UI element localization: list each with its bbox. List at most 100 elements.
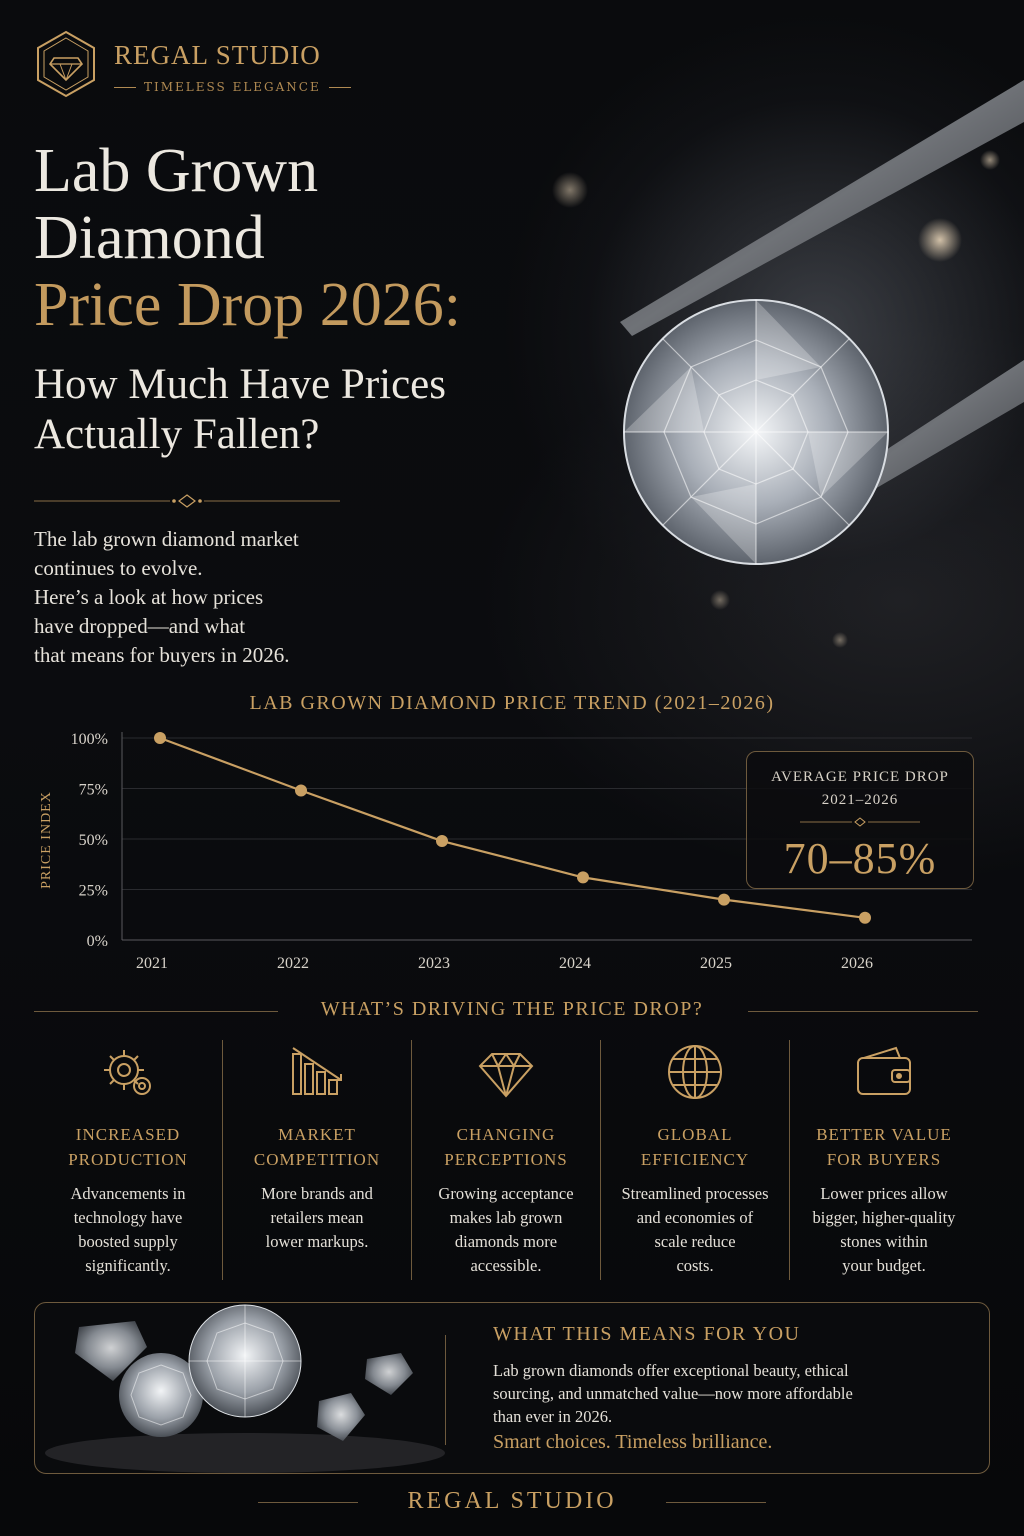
tagline-text: TIMELESS ELEGANCE — [144, 80, 321, 94]
x-tick-label: 2023 — [418, 955, 450, 972]
page-subtitle: How Much Have Prices Actually Fallen? — [34, 360, 446, 460]
driver-title: INCREASED PRODUCTION — [34, 1122, 222, 1172]
driver-description: More brands and retailers mean lower marku… — [223, 1182, 411, 1254]
driver-title-line: BETTER VALUE — [816, 1125, 952, 1144]
desc-line: More brands and — [261, 1184, 373, 1203]
driver-title-line: MARKET — [278, 1125, 356, 1144]
brand-name: REGAL STUDIO — [114, 40, 321, 70]
desc-line: technology have — [73, 1208, 183, 1227]
series-line — [159, 736, 866, 919]
subtitle-line-1: How Much Have Prices — [34, 361, 446, 408]
driver-description: Streamlined processes and economies of sca… — [601, 1182, 789, 1278]
intro-text: The lab grown diamond market continues t… — [34, 525, 364, 670]
data-point — [859, 911, 871, 924]
bar-chart-down-icon — [292, 1047, 342, 1095]
wallet-icon — [857, 1046, 911, 1095]
intro-line: that means for buyers in 2026. — [34, 643, 290, 667]
meaning-title: WHAT THIS MEANS FOR YOU — [493, 1323, 801, 1345]
driver-title-line: INCREASED — [75, 1125, 181, 1144]
driver-title-line: PERCEPTIONS — [444, 1150, 568, 1169]
intro-line: The lab grown diamond market — [34, 527, 299, 551]
footer-brand: REGAL STUDIO — [407, 1488, 617, 1514]
gear-icon — [104, 1050, 151, 1095]
driver-title-line: FOR BUYERS — [826, 1150, 942, 1169]
drivers-heading: WHAT’S DRIVING THE PRICE DROP? — [0, 998, 1024, 1026]
driver-title: BETTER VALUE FOR BUYERS — [790, 1122, 978, 1172]
title-line-1: Lab Grown — [34, 137, 319, 205]
x-tick-label: 2024 — [559, 955, 591, 972]
x-tick-label: 2021 — [136, 955, 168, 972]
driver-title: GLOBAL EFFICIENCY — [601, 1122, 789, 1172]
driver-title-line: GLOBAL — [657, 1125, 733, 1144]
price-trend-chart: 0% 25% 50% 75% 100% PRICE INDEX 2021 2022 2023 20… — [39, 731, 972, 972]
box-divider — [445, 1335, 446, 1445]
driver-title-line: COMPETITION — [253, 1150, 381, 1169]
heading-rule-right — [748, 1011, 978, 1012]
meaning-slogan: Smart choices. Timeless brilliance. — [493, 1431, 773, 1453]
body-line: than ever in 2026. — [493, 1407, 613, 1426]
x-tick-label: 2026 — [841, 955, 873, 972]
meaning-box: WHAT THIS MEANS FOR YOU Lab grown diamon… — [34, 1302, 990, 1474]
body-line: Lab grown diamonds offer exceptional bea… — [493, 1361, 849, 1380]
data-point — [436, 835, 448, 848]
intro-line: continues to evolve. — [34, 556, 203, 580]
logo-diamond-icon — [37, 30, 95, 98]
heading-rule-left — [34, 1011, 278, 1012]
desc-line: retailers mean — [270, 1208, 364, 1227]
desc-line: bigger, higher-quality — [812, 1208, 956, 1227]
desc-line: costs. — [676, 1256, 714, 1275]
drivers-title: WHAT’S DRIVING THE PRICE DROP? — [320, 998, 704, 1020]
desc-line: makes lab grown — [449, 1208, 563, 1227]
tagline-rule-right — [328, 86, 351, 88]
data-point — [577, 871, 589, 884]
brand-tagline: TIMELESS ELEGANCE — [114, 80, 351, 94]
desc-line: accessible. — [470, 1256, 542, 1275]
driver-description: Lower prices allow bigger, higher-quality… — [790, 1182, 978, 1278]
desc-line: diamonds more — [454, 1232, 558, 1251]
callout-title: AVERAGE PRICE DROP 2021–2026 — [747, 766, 973, 812]
desc-line: Streamlined processes — [621, 1184, 769, 1203]
x-tick-label: 2022 — [277, 955, 309, 972]
desc-line: Lower prices allow — [820, 1184, 948, 1203]
driver-value: BETTER VALUE FOR BUYERS Lower prices allo… — [789, 1040, 978, 1280]
y-tick-label: 75% — [79, 782, 108, 799]
title-line-3: Price Drop 2026: — [34, 271, 462, 339]
ornament-divider — [34, 494, 340, 508]
driver-efficiency: GLOBAL EFFICIENCY Streamlined processes an… — [600, 1040, 789, 1280]
loose-diamonds-image — [45, 1304, 445, 1473]
callout-title-line-1: AVERAGE PRICE DROP — [771, 769, 949, 785]
desc-line: your budget. — [842, 1256, 926, 1275]
title-line-2: Diamond — [34, 204, 265, 272]
driver-production: INCREASED PRODUCTION Advancements in techn… — [34, 1040, 222, 1280]
callout-title-line-2: 2021–2026 — [821, 792, 899, 808]
footer-rule-left — [258, 1502, 358, 1503]
y-tick-label: 0% — [87, 933, 108, 950]
driver-title-line: EFFICIENCY — [640, 1150, 750, 1169]
callout-value: 70–85% — [783, 834, 937, 883]
driver-description: Growing acceptance makes lab grown diamond… — [412, 1182, 600, 1278]
y-tick-label: 25% — [79, 883, 108, 900]
driver-competition: MARKET COMPETITION More brands and retaile… — [222, 1040, 411, 1280]
desc-line: lower markups. — [265, 1232, 369, 1251]
driver-description: Advancements in technology have boosted su… — [34, 1182, 222, 1278]
drivers-list: INCREASED PRODUCTION Advancements in techn… — [34, 1040, 978, 1280]
data-point — [154, 732, 166, 744]
footer: REGAL STUDIO — [0, 1488, 1024, 1518]
tagline-rule-left — [114, 86, 136, 88]
diamond-tweezers-image — [552, 80, 1024, 648]
data-point — [295, 784, 307, 797]
desc-line: and economies of — [636, 1208, 754, 1227]
driver-perceptions: CHANGING PERCEPTIONS Growing acceptance ma… — [411, 1040, 600, 1280]
driver-title: CHANGING PERCEPTIONS — [412, 1122, 600, 1172]
y-axis-label: PRICE INDEX — [39, 791, 54, 889]
body-line: sourcing, and unmatched value—now more a… — [493, 1384, 853, 1403]
x-tick-label: 2025 — [700, 955, 732, 972]
meaning-body: Lab grown diamonds offer exceptional bea… — [493, 1359, 963, 1428]
desc-line: Advancements in — [70, 1184, 186, 1203]
driver-title-line: CHANGING — [456, 1125, 556, 1144]
diamond-icon — [478, 1053, 534, 1098]
callout-ornament — [800, 817, 920, 827]
data-point — [718, 893, 730, 906]
subtitle-line-2: Actually Fallen? — [34, 411, 320, 458]
intro-line: Here’s a look at how prices — [34, 585, 264, 609]
